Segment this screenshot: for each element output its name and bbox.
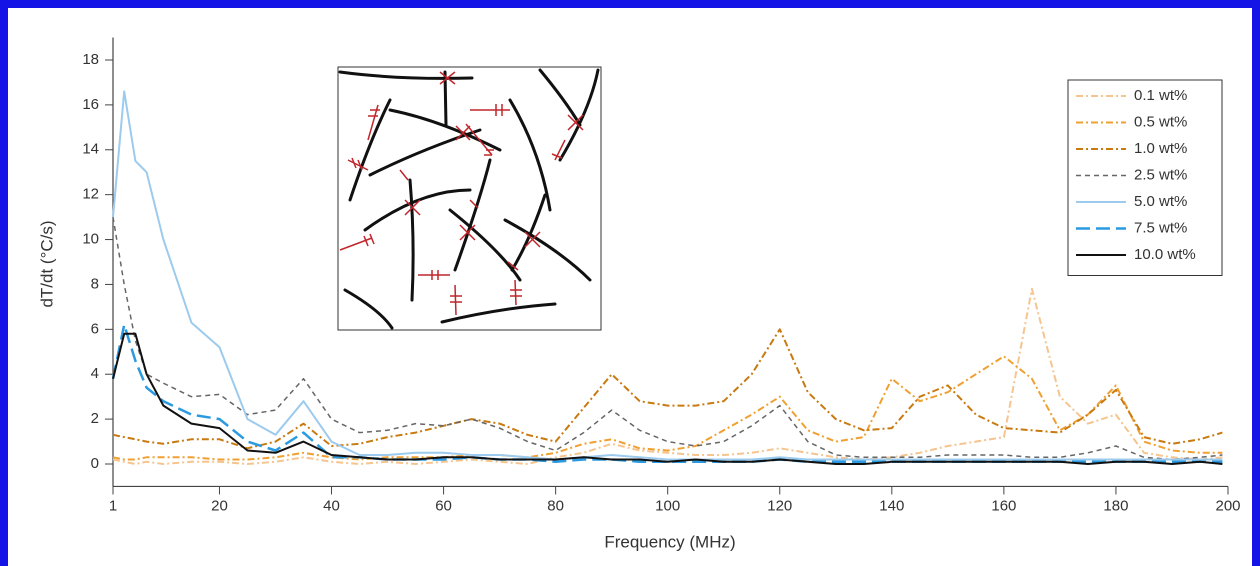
y-tick-label: 6	[91, 320, 99, 337]
y-tick-label: 2	[91, 410, 99, 427]
y-tick-label: 8	[91, 275, 99, 292]
series-line	[112, 332, 1223, 465]
x-axis-label: Frequency (MHz)	[604, 532, 735, 551]
x-tick-label: 100	[655, 497, 680, 514]
x-tick-label: 80	[547, 497, 564, 514]
series-line	[112, 355, 1223, 461]
x-tick-label: 60	[435, 497, 452, 514]
legend-box	[1067, 79, 1223, 276]
legend-label: 5.0 wt%	[1134, 193, 1187, 210]
series-line	[112, 90, 1223, 461]
x-tick-label: 1	[109, 497, 117, 514]
legend-label: 1.0 wt%	[1134, 140, 1187, 157]
legend-label: 10.0 wt%	[1134, 246, 1196, 263]
y-tick-label: 14	[82, 141, 99, 158]
y-tick-label: 4	[91, 365, 99, 382]
legend-label: 7.5 wt%	[1134, 219, 1187, 236]
x-tick-label: 120	[767, 497, 792, 514]
y-axis-label: dT/dt (°C/s)	[37, 220, 56, 307]
legend-label: 0.5 wt%	[1134, 113, 1187, 130]
x-tick-label: 140	[879, 497, 904, 514]
y-tick-label: 12	[82, 186, 99, 203]
x-tick-label: 40	[323, 497, 340, 514]
x-tick-label: 180	[1103, 497, 1128, 514]
legend: 0.1 wt% 0.5 wt% 1.0 wt% 2.5 wt% 5.0 wt% 7.5 w…	[1067, 79, 1223, 276]
inset	[337, 66, 602, 331]
x-tick-label: 200	[1215, 497, 1240, 514]
y-tick-label: 18	[82, 51, 99, 68]
y-tick-label: 16	[82, 96, 99, 113]
x-tick-label: 160	[991, 497, 1016, 514]
legend-label: 2.5 wt%	[1134, 166, 1187, 183]
series-line	[111, 323, 1223, 464]
y-tick-label: 10	[82, 231, 99, 248]
series-line	[112, 328, 1223, 450]
series-line	[112, 287, 1223, 465]
x-tick-label: 20	[211, 497, 228, 514]
series-line	[112, 216, 1223, 461]
y-tick-label: 0	[91, 455, 99, 472]
legend-label: 0.1 wt%	[1134, 87, 1187, 104]
